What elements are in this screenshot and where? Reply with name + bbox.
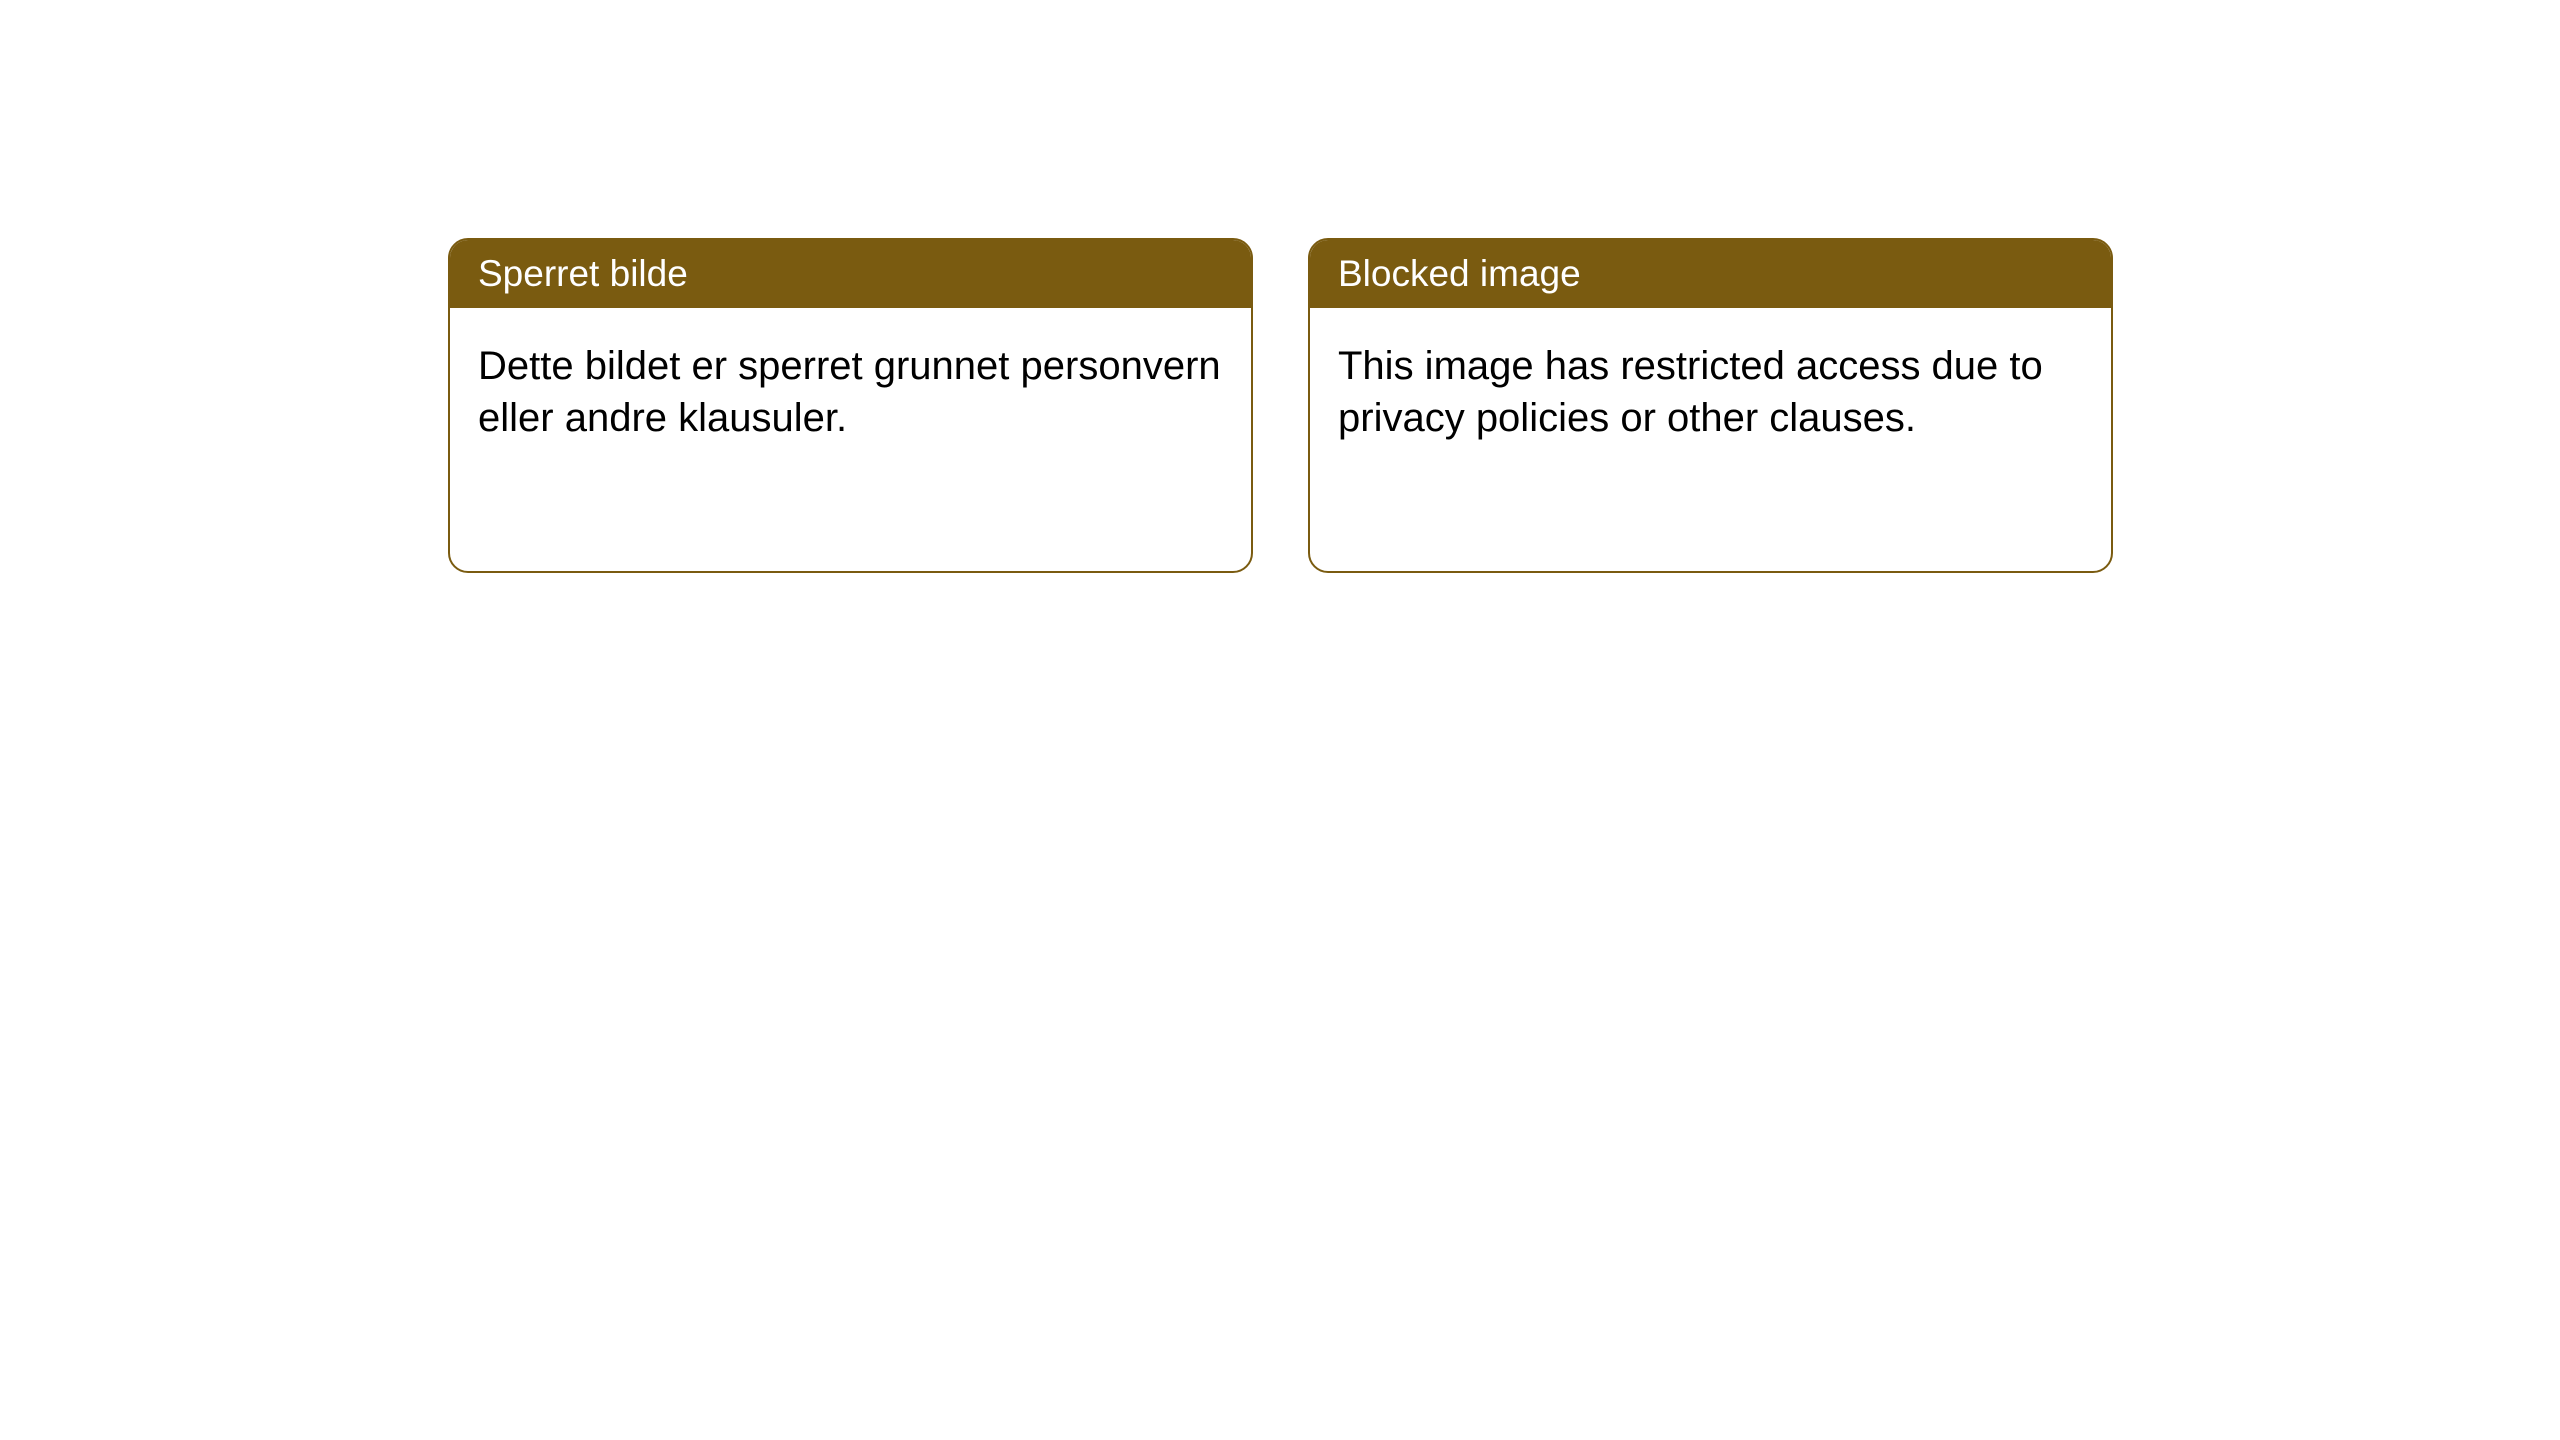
notice-body: This image has restricted access due to … [1310,308,2111,476]
notice-message: Dette bildet er sperret grunnet personve… [478,344,1221,440]
notice-header: Sperret bilde [450,240,1251,308]
notice-message: This image has restricted access due to … [1338,344,2043,440]
notice-header: Blocked image [1310,240,2111,308]
notice-container: Sperret bilde Dette bildet er sperret gr… [448,238,2113,573]
notice-card-english: Blocked image This image has restricted … [1308,238,2113,573]
notice-title: Sperret bilde [478,253,688,294]
notice-title: Blocked image [1338,253,1581,294]
notice-body: Dette bildet er sperret grunnet personve… [450,308,1251,476]
notice-card-norwegian: Sperret bilde Dette bildet er sperret gr… [448,238,1253,573]
